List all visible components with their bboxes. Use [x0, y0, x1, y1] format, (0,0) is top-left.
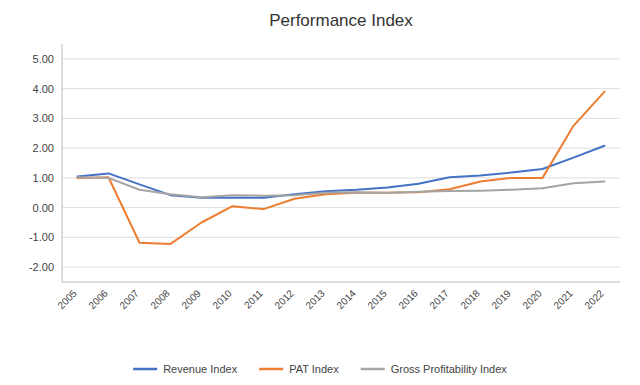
grid	[62, 59, 620, 267]
legend-swatch	[259, 368, 283, 371]
x-tick-label: 2019	[489, 287, 513, 311]
x-tick-label: 2018	[458, 287, 482, 311]
x-tick-label: 2012	[272, 287, 296, 311]
chart: Performance Index -2.00 -1.00 0.00 1.00 2.00 3…	[0, 0, 640, 385]
y-tick-label: 0.00	[33, 202, 54, 214]
x-tick-label: 2015	[365, 287, 389, 311]
x-tick-label: 2008	[148, 287, 172, 311]
x-tick-label: 2013	[303, 287, 327, 311]
x-tick-label: 2014	[334, 287, 358, 311]
title: Performance Index	[269, 11, 413, 30]
grid-line	[62, 118, 620, 119]
x-tick-label: 2009	[179, 287, 203, 311]
y-tick-label: 3.00	[33, 112, 54, 124]
series-line	[78, 92, 605, 244]
legend-entry: Revenue Index	[163, 363, 237, 375]
y-axis-line	[62, 44, 63, 282]
legend-entry: Gross Profitability Index	[391, 363, 508, 375]
x-tick-label: 2017	[427, 287, 451, 311]
y-tick-label: 2.00	[33, 142, 54, 154]
lines	[78, 92, 605, 244]
series-line	[78, 146, 605, 198]
x-axis-line	[62, 282, 620, 283]
y-tick-label: 4.00	[33, 83, 54, 95]
legend-entry: PAT Index	[289, 363, 339, 375]
series-line	[78, 177, 605, 197]
x-tick-label: 2021	[551, 287, 575, 311]
x-tick-label: 2007	[117, 287, 141, 311]
legend-swatch	[133, 368, 157, 371]
x-tick-label: 2016	[396, 287, 420, 311]
grid-line	[62, 88, 620, 89]
y-tick-label: -2.00	[29, 261, 54, 273]
grid-line	[62, 267, 620, 268]
x-tick-label: 2006	[86, 287, 110, 311]
y-tick-label: 5.00	[33, 53, 54, 65]
x-tick-label: 2010	[210, 287, 234, 311]
y-tick-label: -1.00	[29, 231, 54, 243]
x-tick-label: 2005	[55, 287, 79, 311]
x-tick-label: 2020	[520, 287, 544, 311]
grid-line	[62, 148, 620, 149]
x-tick-label: 2022	[582, 287, 606, 311]
legend-swatch	[361, 368, 385, 371]
x-tick-label: 2011	[242, 287, 265, 310]
grid-line	[62, 58, 620, 59]
y-tick-label: 1.00	[33, 172, 54, 184]
grid-line	[62, 237, 620, 238]
legend: Revenue Index PAT Index Gross Profitabilit…	[133, 363, 507, 375]
grid-line	[62, 207, 620, 208]
